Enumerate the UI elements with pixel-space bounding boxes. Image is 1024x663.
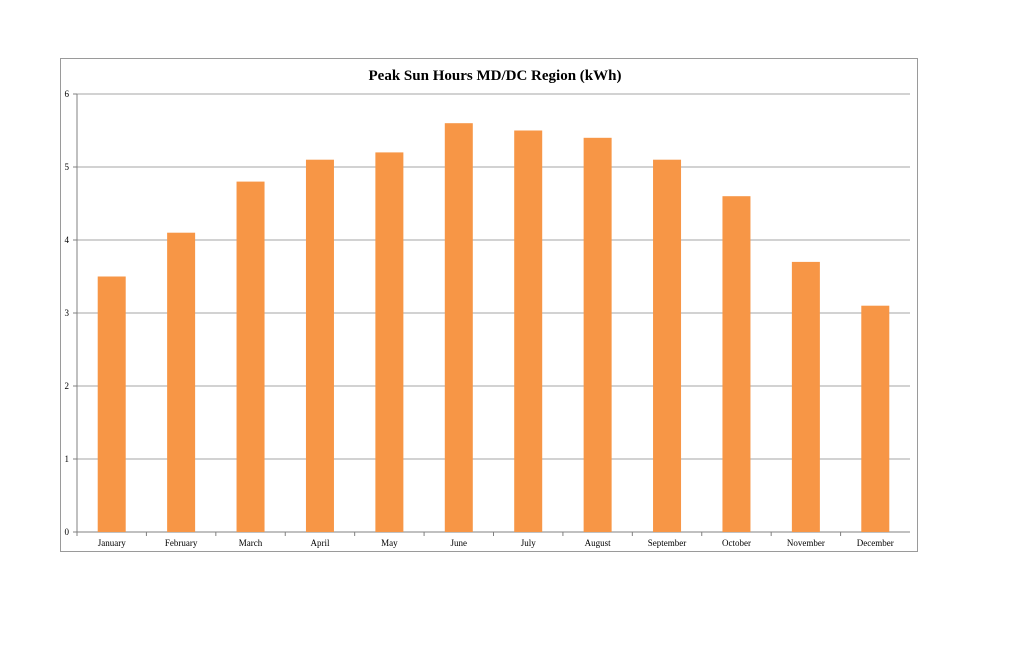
x-tick-label: March — [239, 538, 263, 548]
bar-december — [861, 305, 890, 532]
x-tick-label: August — [585, 538, 612, 548]
x-tick-label: May — [381, 538, 398, 548]
axes — [73, 93, 910, 536]
x-tick-label: June — [451, 538, 468, 548]
bar-october — [722, 196, 751, 532]
bar-march — [236, 181, 265, 532]
bars — [97, 123, 890, 533]
x-tick-label: April — [310, 538, 329, 548]
bar-july — [514, 130, 543, 532]
y-tick-labels: 0 1 2 3 4 5 6 — [65, 89, 70, 537]
x-tick-label: October — [722, 538, 751, 548]
y-tick-label: 4 — [65, 235, 70, 245]
x-tick-label: September — [648, 538, 687, 548]
x-tick-label: November — [787, 538, 825, 548]
bar-january — [97, 276, 126, 532]
y-tick-label: 5 — [65, 162, 70, 172]
x-tick-label: January — [98, 538, 126, 548]
y-tick-label: 6 — [65, 89, 70, 99]
y-tick-label: 1 — [65, 454, 70, 464]
y-tick-label: 2 — [65, 381, 70, 391]
bar-june — [444, 123, 473, 532]
grid-lines — [77, 93, 910, 460]
x-tick-label: December — [857, 538, 894, 548]
bar-february — [167, 232, 196, 532]
x-tick-labels: January February March April May June July Augu… — [98, 538, 894, 548]
chart-frame — [60, 58, 918, 552]
y-tick-label: 3 — [65, 308, 70, 318]
bar-august — [583, 137, 612, 533]
bar-november — [791, 261, 820, 532]
chart-title: Peak Sun Hours MD/DC Region (kWh) — [369, 68, 622, 84]
bar-september — [653, 159, 682, 532]
bar-may — [375, 152, 404, 532]
bar-april — [305, 159, 334, 532]
x-tick-label: February — [165, 538, 198, 548]
x-tick-label: July — [521, 538, 537, 548]
y-tick-label: 0 — [65, 527, 70, 537]
